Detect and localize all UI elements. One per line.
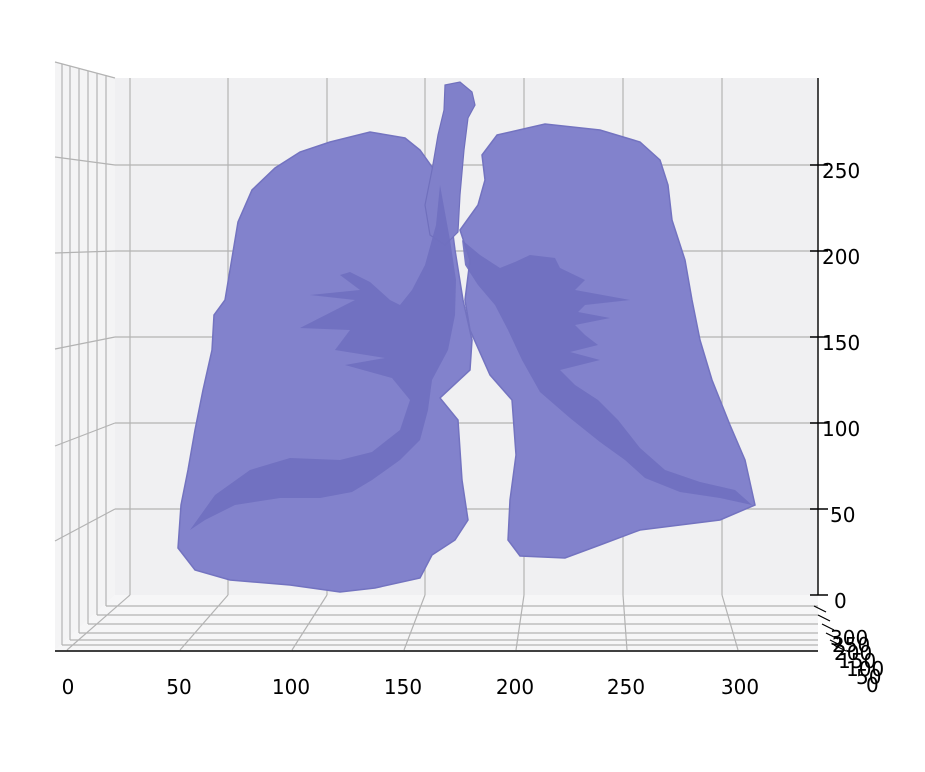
x-tick-label: 200: [496, 675, 534, 699]
y-axis-ticks: [813, 605, 847, 652]
trachea: [424, 81, 476, 246]
y-tick-label: 0: [866, 673, 879, 697]
y-tick-label: 250: [832, 633, 870, 657]
x-tick-label: 0: [62, 675, 75, 699]
x-tick-label: 100: [272, 675, 310, 699]
lung-surface: [177, 81, 756, 593]
y-tick-label: 100: [846, 657, 884, 681]
bronchi-left: [462, 240, 752, 505]
z-tick-label: 100: [822, 417, 860, 441]
floor-grid: [62, 594, 818, 651]
bronchi-right: [190, 185, 456, 530]
z-tick-label: 250: [822, 159, 860, 183]
x-tick-label: 300: [721, 675, 759, 699]
z-tick-label: 0: [834, 589, 847, 613]
x-tick-label: 50: [166, 675, 191, 699]
z-tick-label: 150: [822, 331, 860, 355]
z-tick-label: 50: [830, 503, 855, 527]
y-tick-label: 200: [834, 641, 872, 665]
z-axis-labels: 0 50 100 150 200 250: [822, 159, 860, 613]
side-grid: [54, 61, 116, 645]
y-tick-label: 50: [856, 665, 881, 689]
x-tick-label: 150: [384, 675, 422, 699]
left-lung: [459, 123, 756, 559]
y-tick-label: 300: [830, 626, 868, 650]
x-axis-ticks: 0 50 100 150 200 250 300: [62, 675, 759, 699]
y-tick-label: 150: [838, 649, 876, 673]
x-tick-label: 250: [607, 675, 645, 699]
y-axis-labels: 0 50 100 150 200 250 300: [830, 626, 884, 697]
z-axis-ticks: [810, 164, 828, 596]
z-tick-label: 200: [822, 245, 860, 269]
